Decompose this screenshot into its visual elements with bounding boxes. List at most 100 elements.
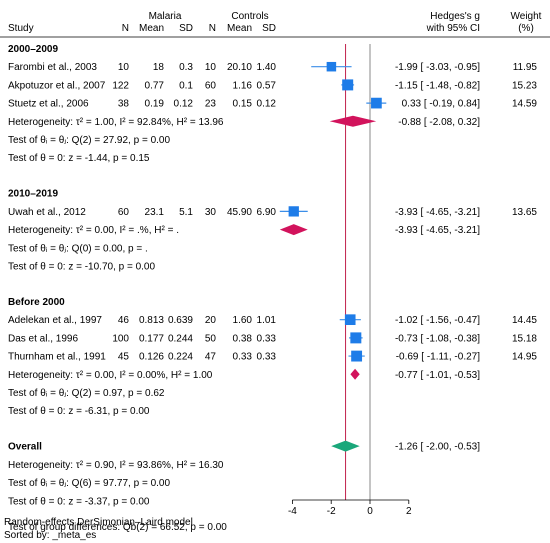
group-1-test-equal: Test of θᵢ = θⱼ: Q(0) = 0.00, p = . [8,243,148,254]
study-2-2-ci-text: -0.69 [ -1.11, -0.27] [396,352,481,363]
study-1-0-marker [288,206,299,217]
study-2-1-controls-n: 50 [205,333,217,344]
group-2-test-equal: Test of θᵢ = θⱼ: Q(2) = 0.97, p = 0.62 [8,388,165,399]
study-0-0-malaria-n: 10 [118,62,130,73]
study-2-1-malaria-mean: 0.177 [139,333,164,344]
study-2-1-malaria-n: 100 [112,333,129,344]
header-study: Study [8,23,34,34]
study-0-1-controls-sd: 0.57 [257,80,277,91]
study-2-1-controls-mean: 0.38 [233,333,253,344]
group-2-test-zero: Test of θ = 0: z = -6.31, p = 0.00 [8,406,150,417]
study-2-0-malaria-sd: 0.639 [168,315,193,326]
overall-heterogeneity: Heterogeneity: τ² = 0.90, I² = 93.86%, H… [8,460,224,471]
group-difference-test: Test of group differences: Qb(2) = 66.52… [8,522,227,533]
study-2-2-malaria-sd: 0.224 [168,352,193,363]
header-malaria: Malaria [149,11,182,22]
group-header-2: Before 2000 [8,297,65,308]
study-0-1-malaria-mean: 0.77 [145,80,165,91]
header-weight-unit: (%) [518,23,534,34]
study-2-0-malaria-mean: 0.813 [139,315,164,326]
study-2-2-weight: 14.95 [512,352,537,363]
study-2-2-marker [351,350,363,362]
study-2-1-controls-sd: 0.33 [257,333,277,344]
study-0-0-malaria-mean: 18 [153,62,165,73]
study-0-0-marker [326,61,337,72]
header-controls-mean: Mean [227,23,252,34]
header-malaria-n: N [122,23,129,34]
header-weight: Weight [511,11,542,22]
study-2-0-weight: 14.45 [512,315,537,326]
study-2-0-malaria-n: 46 [118,315,130,326]
header-controls-n: N [209,23,216,34]
x-tick-label-1: -2 [327,506,336,517]
study-2-2-malaria-n: 45 [118,352,130,363]
footnote-model: Random-effects DerSimonian–Laird model [4,517,193,528]
study-2-0-marker [344,314,356,326]
group-1-test-zero: Test of θ = 0: z = -10.70, p = 0.00 [8,261,155,272]
group-0-pooled-diamond [329,115,377,127]
study-0-2-label: Stuetz et al., 2006 [8,99,89,110]
overall-diamond [331,440,360,452]
study-1-0-label: Uwah et al., 2012 [8,207,86,218]
study-0-2-malaria-n: 38 [118,99,130,110]
overall-header: Overall [8,442,42,453]
study-0-0-weight: 11.95 [513,62,538,73]
group-0-heterogeneity: Heterogeneity: τ² = 1.00, I² = 92.84%, H… [8,117,224,128]
study-1-0-malaria-mean: 23.1 [145,207,165,218]
study-2-2-controls-n: 47 [205,352,217,363]
header-effect: Hedges's g [430,11,480,22]
overall-test-zero: Test of θ = 0: z = -3.37, p = 0.00 [8,496,150,507]
header-ci: with 95% CI [426,23,480,34]
study-1-0-ci-text: -3.93 [ -4.65, -3.21] [395,207,480,218]
group-0-pooled-ci-text: -0.88 [ -2.08, 0.32] [398,117,480,128]
study-0-2-ci-text: 0.33 [ -0.19, 0.84] [402,99,481,110]
study-2-0-controls-mean: 1.60 [233,315,253,326]
study-0-0-controls-sd: 1.40 [257,62,277,73]
study-0-2-weight: 14.59 [512,99,537,110]
study-2-0-controls-n: 20 [205,315,217,326]
study-0-1-label: Akpotuzor et al., 2007 [8,80,106,91]
study-0-0-label: Farombi et al., 2003 [8,62,97,73]
header-controls-sd: SD [262,23,276,34]
study-0-1-marker [342,79,354,91]
study-0-0-malaria-sd: 0.3 [179,62,193,73]
study-0-0-ci-text: -1.99 [ -3.03, -0.95] [395,62,480,73]
study-2-0-label: Adelekan et al., 1997 [8,315,102,326]
header-malaria-sd: SD [179,23,193,34]
study-0-1-ci-text: -1.15 [ -1.48, -0.82] [395,80,480,91]
study-0-2-malaria-mean: 0.19 [145,99,165,110]
group-2-pooled-ci-text: -0.77 [ -1.01, -0.53] [395,370,480,381]
overall-test-equal: Test of θᵢ = θⱼ: Q(6) = 97.77, p = 0.00 [8,478,170,489]
study-2-2-malaria-mean: 0.126 [139,352,164,363]
x-tick-label-0: -4 [288,506,297,517]
study-2-0-controls-sd: 1.01 [257,315,277,326]
study-1-0-controls-n: 30 [205,207,217,218]
study-2-1-marker [350,332,362,344]
header-controls: Controls [231,11,268,22]
study-2-1-malaria-sd: 0.244 [168,333,193,344]
study-2-2-controls-sd: 0.33 [257,352,277,363]
study-2-2-label: Thurnham et al., 1991 [8,352,106,363]
study-2-1-weight: 15.18 [512,333,537,344]
group-0-test-zero: Test of θ = 0: z = -1.44, p = 0.15 [8,153,150,164]
study-2-2-controls-mean: 0.33 [233,352,253,363]
header-malaria-mean: Mean [139,23,164,34]
group-header-1: 2010–2019 [8,189,58,200]
study-0-1-malaria-sd: 0.1 [179,80,193,91]
study-2-1-label: Das et al., 1996 [8,333,78,344]
study-1-0-malaria-sd: 5.1 [179,207,193,218]
study-0-0-controls-mean: 20.10 [227,62,252,73]
group-header-0: 2000–2009 [8,44,58,55]
group-1-pooled-ci-text: -3.93 [ -4.65, -3.21] [395,225,480,236]
study-0-2-controls-n: 23 [205,99,217,110]
study-1-0-weight: 13.65 [512,207,537,218]
group-2-pooled-diamond [350,368,360,380]
study-0-1-controls-n: 60 [205,80,217,91]
study-0-1-controls-mean: 1.16 [233,80,253,91]
x-tick-label-2: 0 [367,506,373,517]
study-0-2-controls-sd: 0.12 [257,99,277,110]
study-2-1-ci-text: -0.73 [ -1.08, -0.38] [395,333,480,344]
study-0-1-malaria-n: 122 [112,80,129,91]
study-0-2-controls-mean: 0.15 [233,99,253,110]
